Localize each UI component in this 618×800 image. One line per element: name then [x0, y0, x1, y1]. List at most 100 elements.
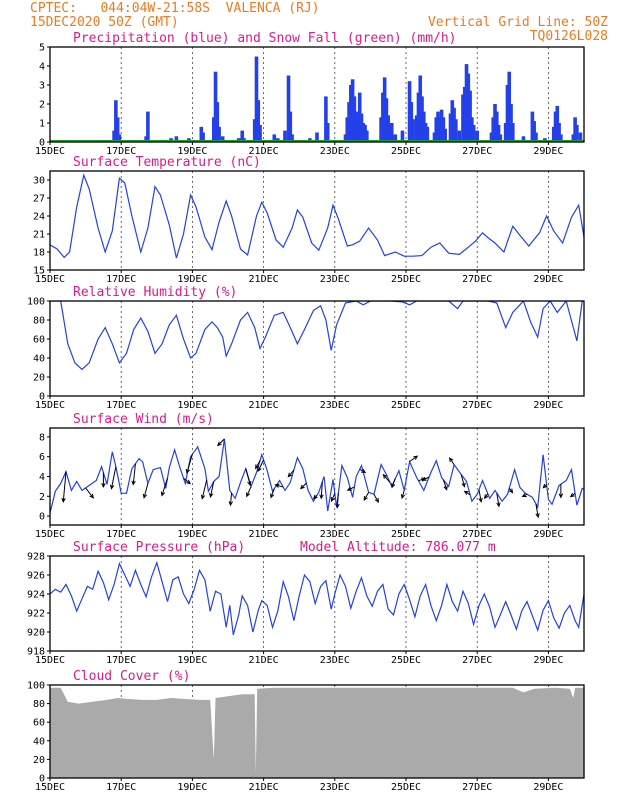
x-tick-label: 27DEC: [462, 782, 492, 793]
wind-arrow: [245, 468, 251, 486]
precip-bar: [443, 128, 447, 142]
y-tick-label: 0: [39, 392, 45, 403]
panel-title: Relative Humidity (%): [73, 285, 237, 300]
series-line: [50, 301, 584, 371]
x-tick-label: 17DEC: [106, 782, 136, 793]
y-tick-label: 6: [39, 452, 45, 463]
panels: Precipitation (blue) and Snow Fall (gree…: [27, 31, 585, 793]
panel-3: Surface Wind (m/s) 0 2 4 6 8 15DEC 17DEC 19DEC 21…: [35, 412, 585, 540]
y-tick-label: 20: [33, 755, 45, 766]
wind-arrow: [496, 492, 500, 507]
x-tick-label: 17DEC: [106, 655, 136, 666]
precip-bar: [254, 56, 259, 142]
panel-title: Cloud Cover (%): [73, 669, 190, 684]
wind-arrow-head: [61, 497, 66, 503]
plot-area: [50, 560, 584, 635]
wind-arrow-head: [330, 497, 335, 503]
x-tick-label: 27DEC: [462, 655, 492, 666]
y-tick-label: 1: [39, 119, 45, 130]
panel-1: Surface Temperature (nC) 15 18 21 24 27 30 15DE…: [33, 155, 585, 285]
precip-bar: [220, 136, 225, 142]
panel-frame: [49, 555, 585, 652]
panel-2: Relative Humidity (%) 0 20 40 60 80 100 15DEC 17…: [27, 285, 585, 411]
wind-arrow: [460, 474, 465, 487]
y-tick-label: 27: [33, 194, 45, 205]
wind-arrow: [110, 466, 117, 489]
wind-arrow-head: [160, 491, 166, 497]
wind-arrow: [217, 438, 225, 446]
precip-bar: [532, 121, 536, 142]
wind-arrow-head: [101, 483, 106, 488]
wind-arrow-head: [109, 484, 115, 490]
x-tick-label: 23DEC: [320, 274, 350, 285]
precip-bar: [411, 119, 415, 142]
wind-arrow: [132, 463, 136, 485]
x-tick-label: 27DEC: [462, 146, 492, 157]
wind-arrow: [336, 493, 339, 508]
panel-4: Surface Pressure (hPa) Model Altitude: 78…: [27, 540, 585, 666]
wind-arrow-head: [319, 494, 324, 500]
plot-area: [50, 438, 584, 519]
x-tick-label: 29DEC: [533, 782, 563, 793]
y-tick-label: 0: [39, 774, 45, 785]
x-tick-label: 29DEC: [533, 529, 563, 540]
wind-arrow: [143, 483, 149, 498]
precip-bar: [215, 102, 220, 142]
model-altitude-label: Model Altitude: 786.077 m: [300, 540, 496, 555]
y-tick-label: 4: [39, 472, 45, 483]
wind-arrow-head: [335, 503, 340, 509]
y-tick-label: 924: [27, 590, 45, 601]
wind-arrow-head: [186, 479, 191, 485]
x-tick-label: 21DEC: [249, 529, 279, 540]
y-tick-label: 18: [33, 248, 45, 259]
wind-arrow: [535, 503, 539, 518]
precip-bar: [454, 119, 458, 142]
precip-bar: [283, 130, 287, 142]
y-tick-label: 80: [33, 699, 45, 710]
wind-arrow: [422, 476, 430, 481]
x-tick-label: 21DEC: [249, 782, 279, 793]
plot-area: [50, 173, 584, 259]
wind-arrow: [209, 481, 215, 497]
x-tick-label: 21DEC: [249, 400, 279, 411]
wind-arrow: [373, 494, 379, 503]
wind-arrow-head: [270, 493, 275, 499]
y-tick-label: 2: [39, 492, 45, 503]
wind-arrow-head: [300, 484, 305, 490]
precip-bar: [174, 136, 179, 142]
wind-arrow: [320, 481, 323, 499]
panel-title: Surface Temperature (nC): [73, 155, 261, 170]
precip-bar: [315, 132, 319, 142]
precip-bar: [286, 75, 291, 142]
y-tick-label: 0: [39, 512, 45, 523]
x-tick-label: 29DEC: [533, 655, 563, 666]
precip-bar: [146, 111, 150, 142]
wind-arrow-head: [274, 483, 280, 488]
x-tick-label: 19DEC: [177, 146, 207, 157]
x-tick-label: 29DEC: [533, 274, 563, 285]
x-tick-label: 15DEC: [35, 400, 65, 411]
y-tick-label: 0: [39, 138, 45, 149]
precip-bar: [475, 130, 479, 142]
precip-bar: [240, 130, 245, 142]
wind-arrow-head: [209, 492, 214, 498]
y-tick-label: 922: [27, 609, 45, 620]
x-tick-label: 25DEC: [391, 529, 421, 540]
wind-arrow: [85, 487, 94, 499]
panel-frame: [49, 684, 585, 779]
wind-arrow-head: [542, 483, 548, 489]
x-tick-label: 25DEC: [391, 400, 421, 411]
wind-arrow-head: [246, 492, 251, 498]
wind-arrow: [255, 460, 261, 469]
wind-arrow: [409, 455, 418, 463]
precip-bar: [290, 134, 294, 142]
precip-bar: [559, 134, 563, 142]
y-tick-label: 24: [33, 212, 45, 223]
wind-arrow-head: [391, 483, 396, 489]
precip-bar: [578, 132, 583, 142]
precip-bar: [468, 90, 472, 142]
x-tick-label: 15DEC: [35, 782, 65, 793]
wind-arrow-head: [374, 497, 379, 504]
y-tick-label: 926: [27, 571, 45, 582]
